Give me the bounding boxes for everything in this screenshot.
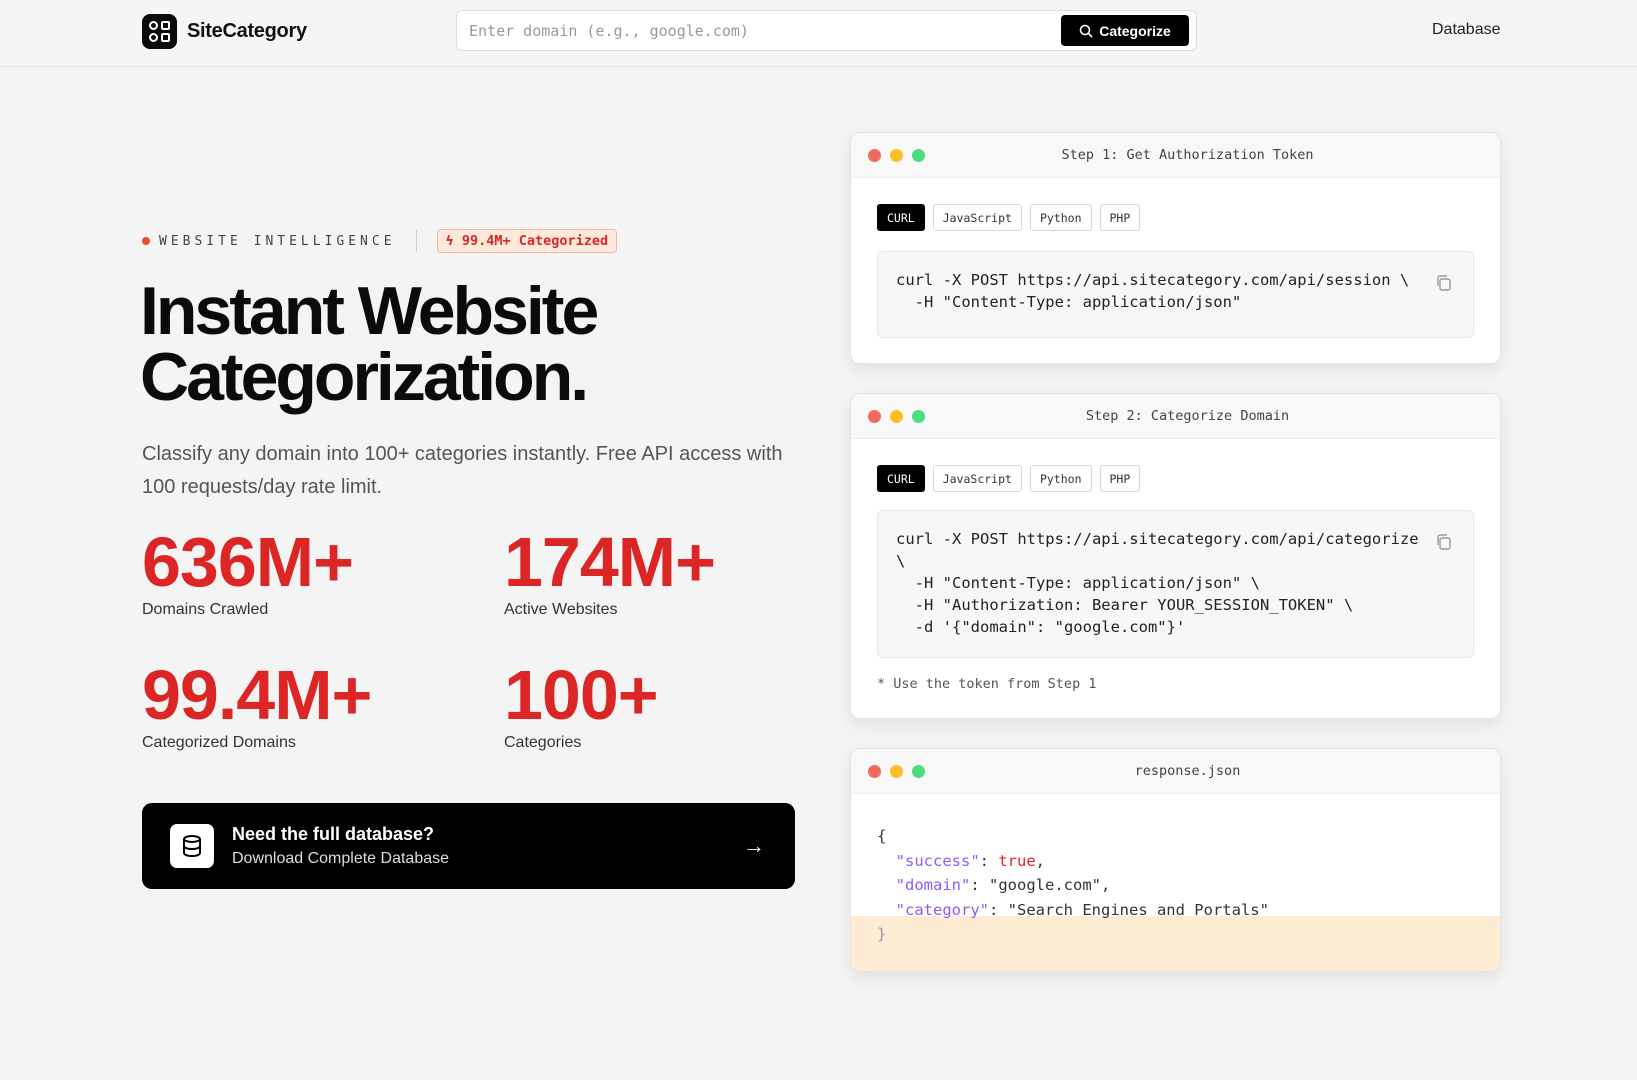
tab-python[interactable]: Python xyxy=(1029,465,1092,492)
top-nav: SiteCategory Categorize Database xyxy=(0,0,1637,67)
cta-subtitle: Download Complete Database xyxy=(232,850,450,867)
stat-value: 100+ xyxy=(504,656,659,734)
search-bar: Categorize xyxy=(456,10,1197,51)
stat-value: 636M+ xyxy=(142,523,354,601)
stat-value: 174M+ xyxy=(504,523,716,601)
copy-icon[interactable] xyxy=(1435,274,1453,292)
window-controls-icon xyxy=(868,410,925,423)
categorized-badge: ϟ 99.4M+ Categorized xyxy=(436,229,618,253)
status-dot-icon xyxy=(142,237,150,245)
json-response: { "success": true, "domain": "google.com… xyxy=(851,794,1500,971)
json-value: "google.com" xyxy=(989,876,1101,894)
brand-logo[interactable]: SiteCategory xyxy=(142,14,307,49)
eyebrow: WEBSITE INTELLIGENCE ϟ 99.4M+ Categorize… xyxy=(142,229,618,253)
tab-php[interactable]: PHP xyxy=(1099,204,1141,231)
json-value: "Search Engines and Portals" xyxy=(1007,900,1269,919)
stat-active-websites: 174M+ Active Websites xyxy=(504,523,716,619)
categorize-button[interactable]: Categorize xyxy=(1061,15,1189,46)
response-card: response.json { "success": true, "domain… xyxy=(850,748,1501,972)
brace-open: { xyxy=(877,827,887,845)
lightning-icon: ϟ xyxy=(445,233,462,249)
card-title: response.json xyxy=(1134,763,1241,779)
stat-label: Categorized Domains xyxy=(142,734,296,751)
stat-categorized-domains: 99.4M+ Categorized Domains xyxy=(142,656,372,752)
search-icon xyxy=(1079,24,1093,38)
code-text: curl -X POST https://api.sitecategory.co… xyxy=(896,530,1419,636)
database-icon xyxy=(170,824,214,868)
title-line-1: Instant Website xyxy=(140,273,599,349)
badge-text: 99.4M+ Categorized xyxy=(461,233,609,249)
card-title: Step 2: Categorize Domain xyxy=(1085,408,1290,424)
window-controls-icon xyxy=(868,765,925,778)
stat-value: 99.4M+ xyxy=(142,656,372,734)
stat-label: Domains Crawled xyxy=(142,601,269,618)
divider xyxy=(415,230,417,252)
download-database-cta[interactable]: Need the full database? Download Complet… xyxy=(142,803,795,889)
tab-php[interactable]: PHP xyxy=(1099,465,1141,492)
logo-icon xyxy=(142,14,177,49)
brace-close: } xyxy=(877,925,887,943)
eyebrow-text: WEBSITE INTELLIGENCE xyxy=(159,233,396,249)
step2-card: Step 2: Categorize Domain CURL JavaScrip… xyxy=(850,393,1501,719)
code-text: curl -X POST https://api.sitecategory.co… xyxy=(896,271,1410,311)
json-key: "category" xyxy=(895,900,989,919)
tab-curl[interactable]: CURL xyxy=(877,465,925,492)
cta-title: Need the full database? xyxy=(232,824,435,844)
json-key: "success" xyxy=(895,851,980,870)
brand-name: SiteCategory xyxy=(187,20,307,42)
nav-database-link[interactable]: Database xyxy=(1432,21,1501,38)
tab-javascript[interactable]: JavaScript xyxy=(932,204,1022,231)
title-line-2: Categorization. xyxy=(140,339,589,415)
json-value: true xyxy=(998,851,1036,870)
stat-categories: 100+ Categories xyxy=(504,656,659,752)
page-title: Instant Website Categorization. xyxy=(140,277,599,411)
card-title: Step 1: Get Authorization Token xyxy=(1061,147,1314,163)
copy-icon[interactable] xyxy=(1435,533,1453,551)
categorize-label: Categorize xyxy=(1099,22,1171,39)
tab-javascript[interactable]: JavaScript xyxy=(932,465,1022,492)
stat-domains-crawled: 636M+ Domains Crawled xyxy=(142,523,354,619)
step1-card: Step 1: Get Authorization Token CURL Jav… xyxy=(850,132,1501,364)
arrow-right-icon: → xyxy=(743,833,765,858)
tab-curl[interactable]: CURL xyxy=(877,204,925,231)
window-controls-icon xyxy=(868,149,925,162)
tab-python[interactable]: Python xyxy=(1029,204,1092,231)
code-block: curl -X POST https://api.sitecategory.co… xyxy=(877,510,1474,658)
stat-label: Categories xyxy=(504,734,582,751)
stat-label: Active Websites xyxy=(504,601,618,618)
json-key: "domain" xyxy=(895,876,971,894)
highlight-band xyxy=(851,916,1500,971)
step2-note: * Use the token from Step 1 xyxy=(877,676,1097,692)
code-block: curl -X POST https://api.sitecategory.co… xyxy=(877,251,1474,338)
lead-text: Classify any domain into 100+ categories… xyxy=(142,443,783,498)
domain-input[interactable] xyxy=(469,19,1049,43)
